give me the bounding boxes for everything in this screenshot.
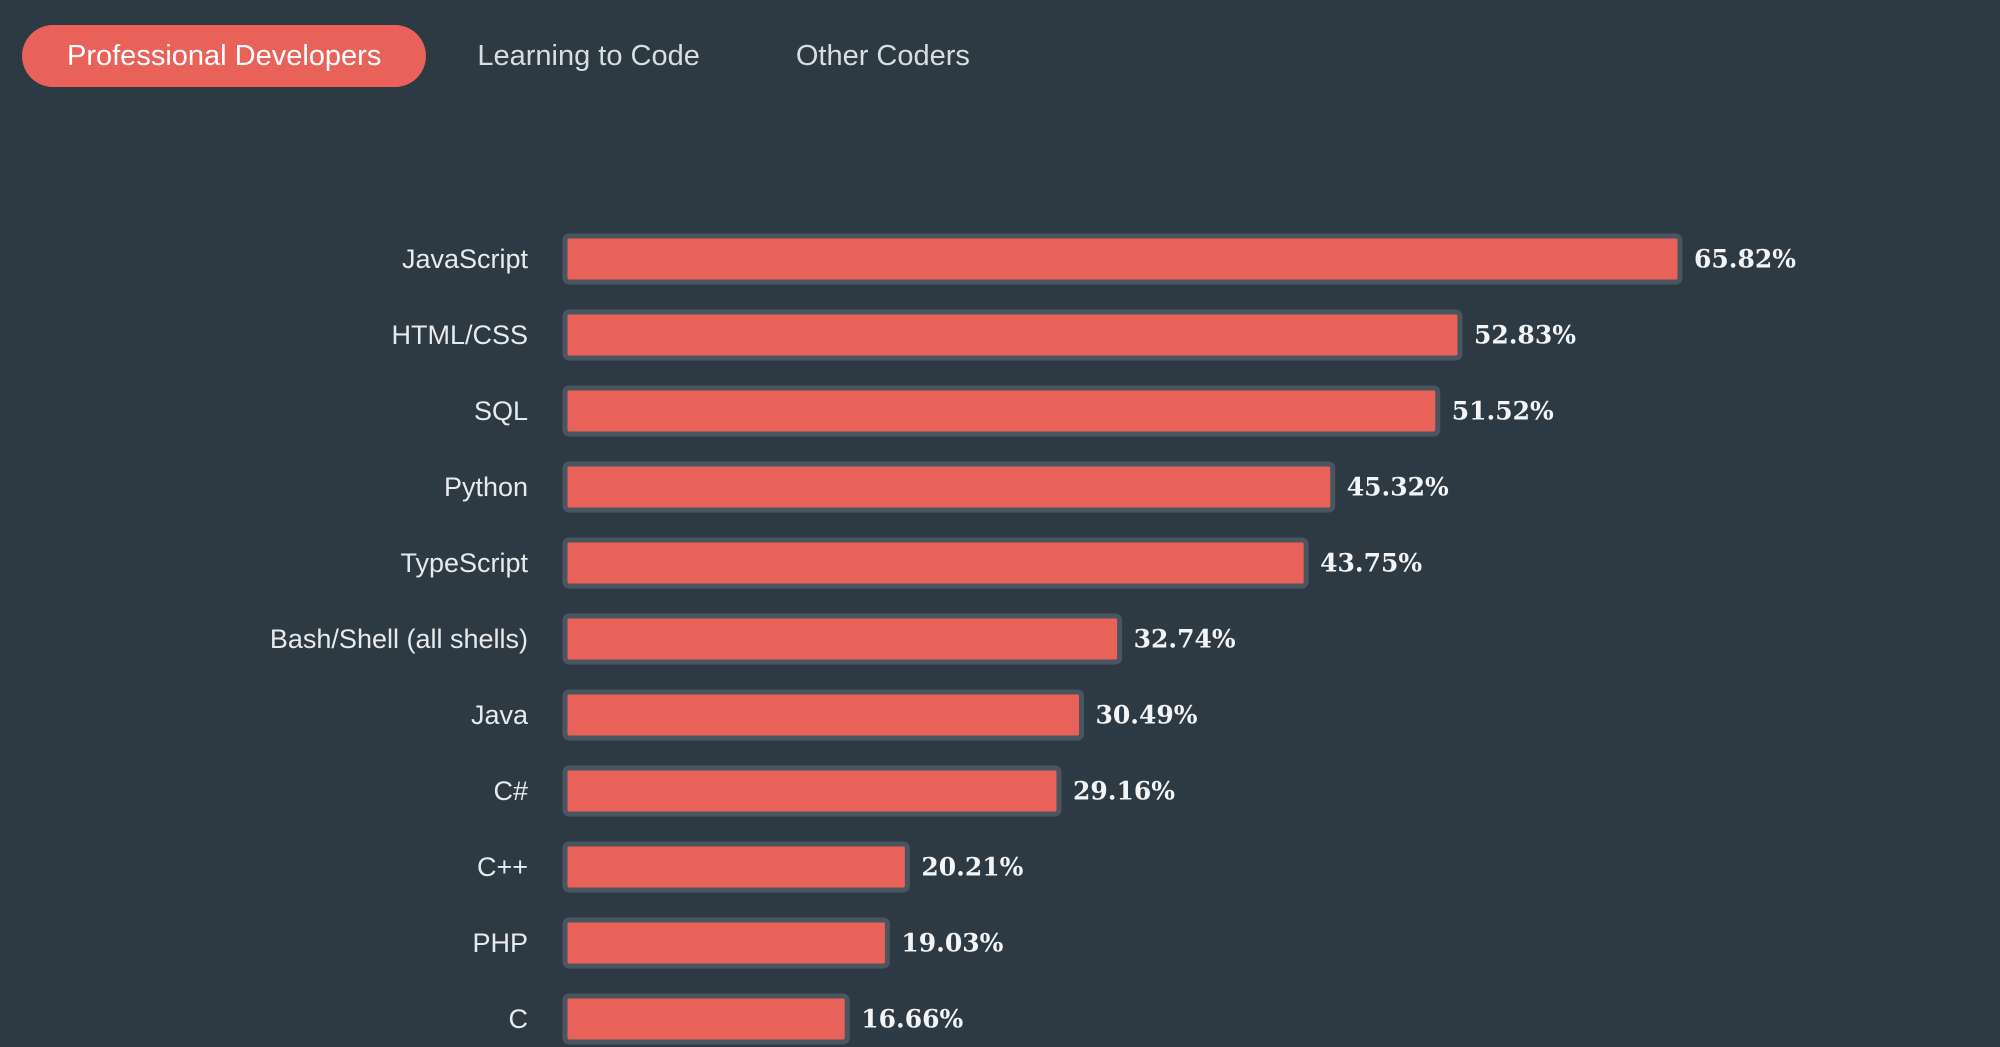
tab-other-coders[interactable]: Other Coders — [795, 40, 970, 72]
bar-bash-shell-all-shells[interactable] — [562, 613, 1123, 665]
bar-typescript[interactable] — [562, 537, 1309, 589]
tab-learning-to-code[interactable]: Learning to Code — [477, 40, 700, 72]
value-label: 20.21% — [921, 853, 1023, 882]
category-label: Bash/Shell (all shells) — [270, 624, 528, 654]
bar-c[interactable] — [562, 841, 910, 893]
value-label: 16.66% — [861, 1005, 963, 1034]
value-label: 43.75% — [1320, 549, 1422, 578]
category-label: HTML/CSS — [391, 320, 528, 350]
value-label: 51.52% — [1452, 397, 1554, 426]
category-label: Python — [444, 472, 528, 502]
category-label: Java — [471, 700, 529, 730]
category-label: C — [509, 1004, 529, 1034]
category-label: JavaScript — [402, 244, 529, 274]
value-label: 65.82% — [1694, 245, 1796, 274]
value-label: 19.03% — [901, 929, 1003, 958]
bar-java[interactable] — [562, 689, 1085, 741]
bar-c[interactable] — [562, 993, 850, 1045]
category-label: C++ — [477, 852, 528, 882]
bar-python[interactable] — [562, 461, 1336, 513]
bar-sql[interactable] — [562, 385, 1441, 437]
bar-javascript[interactable] — [562, 233, 1683, 285]
category-label: TypeScript — [400, 548, 528, 578]
category-label: PHP — [472, 928, 528, 958]
value-label: 30.49% — [1096, 701, 1198, 730]
bar-php[interactable] — [562, 917, 890, 969]
tab-professional-developers[interactable]: Professional Developers — [22, 25, 427, 87]
audience-tabs: Professional Developers Learning to Code… — [22, 25, 1015, 87]
category-label: SQL — [474, 396, 528, 426]
value-label: 29.16% — [1073, 777, 1175, 806]
value-label: 32.74% — [1134, 625, 1236, 654]
bar-html-css[interactable] — [562, 309, 1463, 361]
bar-c[interactable] — [562, 765, 1062, 817]
category-label: C# — [493, 776, 528, 806]
value-label: 45.32% — [1347, 473, 1449, 502]
value-label: 52.83% — [1474, 321, 1576, 350]
